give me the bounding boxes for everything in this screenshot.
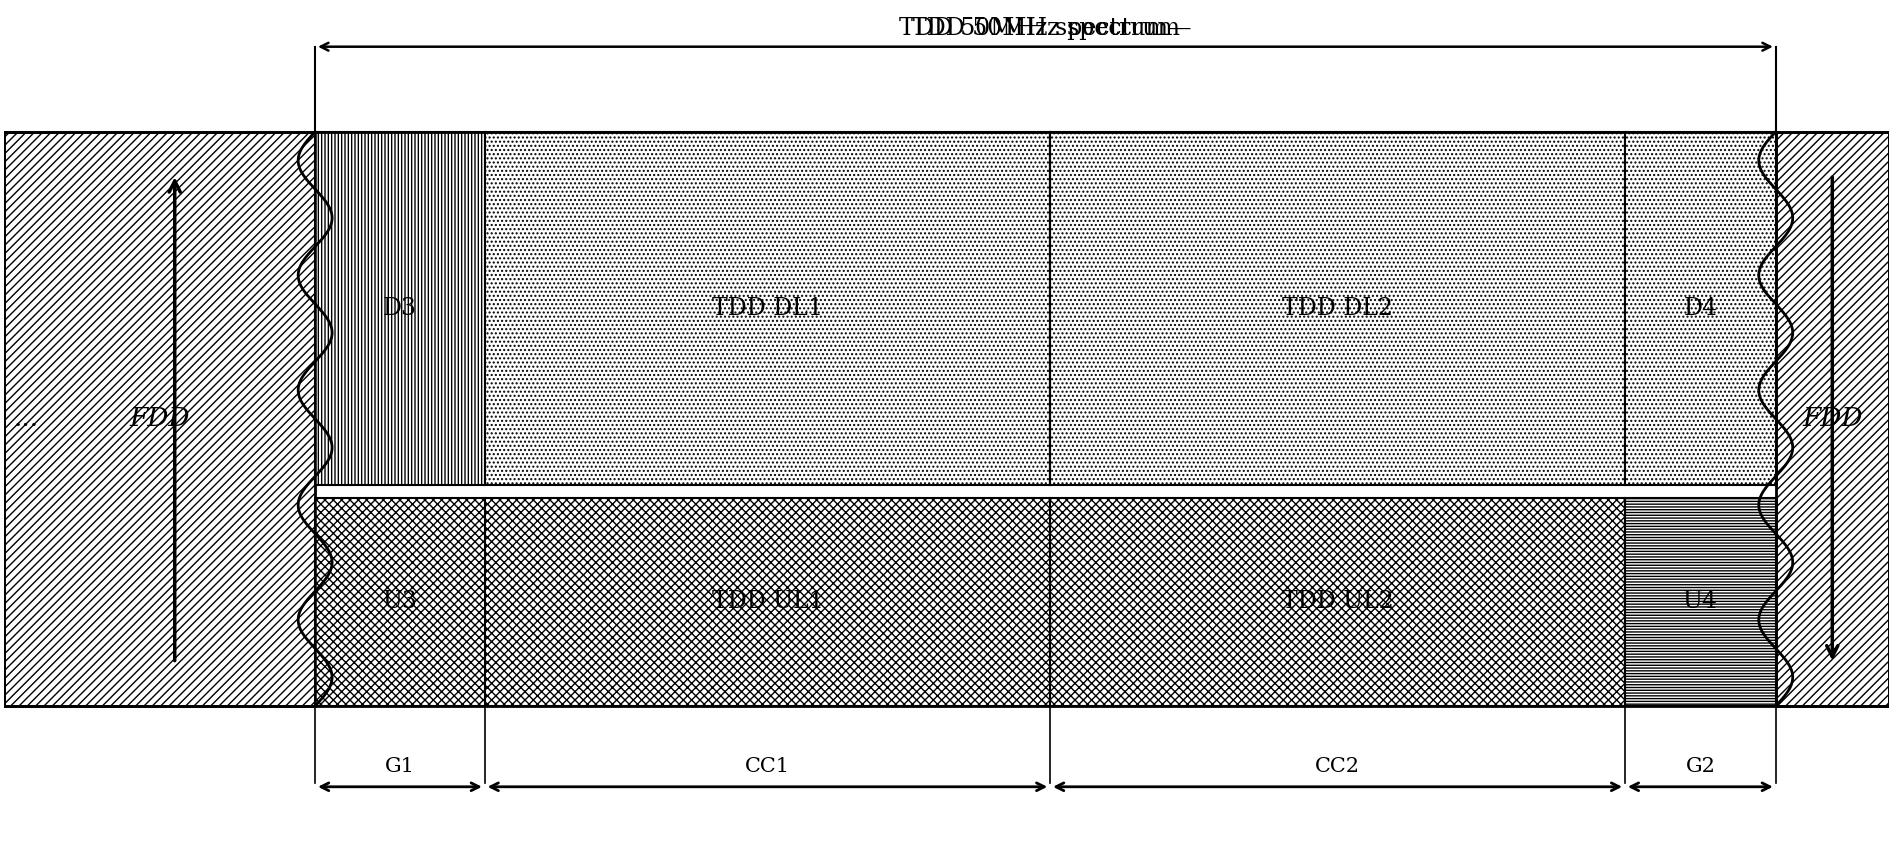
Bar	[314, 131, 485, 484]
Text: TDD DL2: TDD DL2	[1282, 296, 1393, 320]
Text: TDD UL1: TDD UL1	[712, 590, 823, 613]
Text: TDD UL2: TDD UL2	[1282, 590, 1393, 613]
Text: G1: G1	[384, 757, 415, 776]
Bar	[1776, 131, 1889, 706]
Text: TDD 50MHz spectrum—: TDD 50MHz spectrum—	[899, 17, 1193, 40]
Bar	[1051, 131, 1624, 484]
Text: FDD: FDD	[1802, 406, 1863, 431]
Text: CC2: CC2	[1316, 757, 1359, 776]
Bar	[485, 131, 1051, 484]
Bar	[4, 131, 314, 706]
Bar	[314, 497, 1624, 706]
Text: G2: G2	[1685, 757, 1715, 776]
Text: FDD: FDD	[129, 406, 189, 431]
Text: D3: D3	[382, 296, 416, 320]
Bar	[1624, 497, 1776, 706]
Text: D4: D4	[1683, 296, 1717, 320]
Text: TDD DL1: TDD DL1	[712, 296, 823, 320]
Text: ...: ...	[13, 406, 38, 431]
Text: U4: U4	[1683, 590, 1717, 613]
Bar	[1624, 131, 1776, 484]
Text: CC1: CC1	[744, 757, 789, 776]
Text: U3: U3	[382, 590, 416, 613]
Text: TDD 50MHz spectrum: TDD 50MHz spectrum	[911, 17, 1179, 40]
